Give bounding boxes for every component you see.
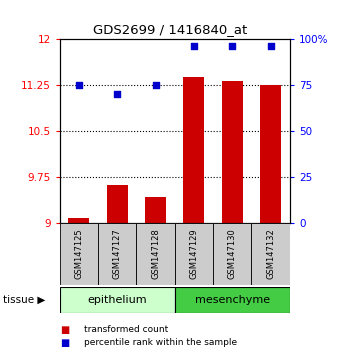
Bar — [251, 223, 290, 285]
Bar — [183, 77, 205, 223]
Point — [153, 82, 158, 88]
Point — [191, 44, 197, 49]
Bar — [260, 85, 281, 223]
Text: GSM147125: GSM147125 — [74, 229, 83, 279]
Text: GSM147130: GSM147130 — [228, 229, 237, 279]
Bar — [60, 287, 175, 313]
Text: GDS2699 / 1416840_at: GDS2699 / 1416840_at — [93, 23, 248, 36]
Text: percentile rank within the sample: percentile rank within the sample — [84, 338, 237, 347]
Text: ■: ■ — [60, 338, 69, 348]
Text: mesenchyme: mesenchyme — [195, 295, 270, 305]
Bar — [136, 223, 175, 285]
Point — [268, 44, 273, 49]
Bar — [68, 218, 89, 223]
Bar — [222, 81, 243, 223]
Text: GSM147128: GSM147128 — [151, 229, 160, 279]
Text: epithelium: epithelium — [87, 295, 147, 305]
Bar — [60, 223, 98, 285]
Text: GSM147127: GSM147127 — [113, 229, 122, 279]
Bar — [145, 197, 166, 223]
Point — [229, 44, 235, 49]
Bar — [175, 287, 290, 313]
Bar — [213, 223, 251, 285]
Text: GSM147132: GSM147132 — [266, 229, 275, 279]
Bar — [98, 223, 136, 285]
Text: tissue ▶: tissue ▶ — [3, 295, 46, 305]
Bar — [107, 185, 128, 223]
Text: ■: ■ — [60, 325, 69, 335]
Point — [76, 82, 81, 88]
Text: transformed count: transformed count — [84, 325, 168, 335]
Point — [115, 91, 120, 97]
Text: GSM147129: GSM147129 — [190, 229, 198, 279]
Bar — [175, 223, 213, 285]
